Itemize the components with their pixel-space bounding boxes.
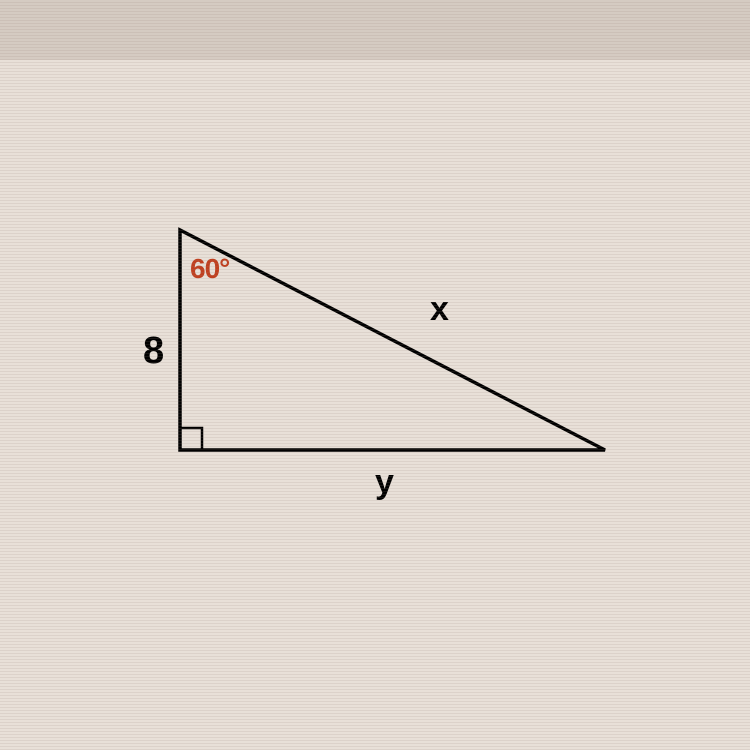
horizontal-side-label: y xyxy=(375,463,394,502)
top-shadow-band xyxy=(0,0,750,60)
right-angle-marker xyxy=(180,428,202,450)
triangle-diagram: 60° 8 x y xyxy=(115,205,635,545)
vertical-side-label: 8 xyxy=(143,330,164,373)
right-triangle-shape xyxy=(180,230,605,450)
hypotenuse-label: x xyxy=(430,290,449,329)
angle-60-label: 60° xyxy=(190,253,229,285)
